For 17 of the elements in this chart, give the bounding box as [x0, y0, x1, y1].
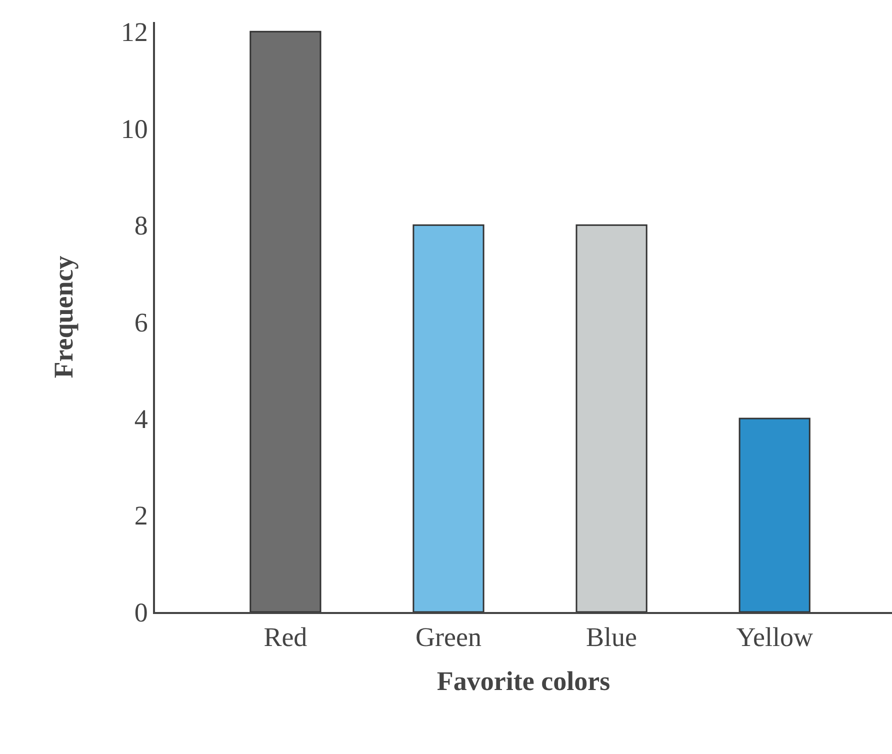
y-axis-title: Frequency — [48, 255, 78, 378]
x-tick-label: Red — [264, 622, 308, 652]
bar — [576, 224, 648, 612]
y-tick-label: 4 — [134, 404, 148, 434]
y-tick-label: 0 — [134, 597, 148, 628]
y-tick-label: 2 — [134, 500, 148, 531]
x-axis-title: Favorite colors — [436, 666, 610, 696]
x-tick-label: Blue — [586, 622, 638, 652]
y-tick-label: 8 — [134, 210, 148, 241]
x-tick-label: Green — [416, 622, 482, 652]
x-tick-label: Yellow — [736, 622, 814, 652]
bar — [412, 224, 484, 612]
y-tick-label: 6 — [134, 307, 148, 338]
y-tick-label: 12 — [120, 17, 148, 48]
bar — [738, 418, 810, 612]
y-tick-label: 10 — [120, 114, 148, 144]
bar — [250, 30, 322, 612]
